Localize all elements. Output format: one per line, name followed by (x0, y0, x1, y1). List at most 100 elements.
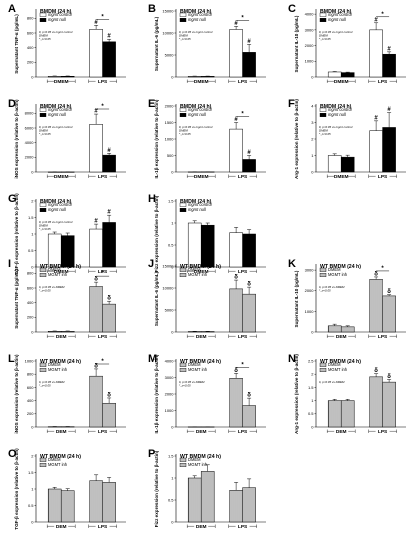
bar (369, 29, 383, 78)
y-tick-label: 2000 (305, 43, 315, 48)
significance-star: * (101, 271, 104, 277)
legend-entry: DMEM (188, 362, 201, 367)
group-label-bg (95, 78, 110, 84)
y-tick-label: 1 (31, 486, 34, 491)
group-label-bg (54, 428, 69, 434)
bar (47, 76, 62, 78)
bar-significance-mark: δ (387, 289, 391, 295)
y-tick-label: 0.5 (308, 411, 314, 416)
significance-note: DMEM (179, 34, 188, 38)
significance-note: *, p<0.05 (319, 289, 331, 293)
significance-note: #, p<0.05 vs mgmt control (39, 30, 73, 34)
x-group-label: LPS (98, 524, 108, 530)
bar (187, 477, 202, 523)
significance-note: δ, p<0.05 vs DMEM (319, 380, 345, 384)
group-label-bg (95, 428, 110, 434)
bar-significance-mark: # (374, 115, 378, 121)
legend-swatch (179, 457, 187, 462)
legend-entry: mgmt null (188, 17, 206, 22)
legend-swatch (319, 273, 327, 278)
group-label-bg (194, 523, 209, 529)
y-axis-label: iNOS expression (relative to β-actin) (14, 354, 19, 434)
y-tick-label: 0 (171, 329, 174, 334)
y-tick-label: 600 (27, 385, 34, 390)
legend-swatch (39, 273, 47, 278)
bar (229, 490, 243, 523)
bar-significance-mark: δ (107, 392, 111, 398)
significance-note: DMEM (179, 129, 188, 133)
x-group-label: LPS (378, 79, 388, 85)
bar-significance-mark: δ (374, 368, 378, 374)
x-group-label: DMEM (194, 269, 209, 275)
legend-swatch (319, 12, 327, 17)
y-tick-label: 1 (311, 398, 314, 403)
y-axis-label: Supernatant IL-6 (pg/mL) (154, 271, 159, 326)
y-tick-label: 4000 (165, 358, 175, 363)
y-tick-label: 1000 (25, 358, 35, 363)
bar-significance-mark: δ (247, 393, 251, 399)
y-axis-label: Fizz expression (relative to β-actin) (154, 450, 159, 527)
bar (382, 53, 396, 78)
group-label-bg (95, 333, 110, 339)
bar (229, 128, 243, 173)
panel-a: A BMDM (24 h) Supernatant TNF-α (pg/mL) 0 20… (8, 3, 126, 85)
group-label-bg (54, 173, 69, 179)
panel-label: B (148, 3, 156, 15)
y-tick-label: 200 (27, 315, 34, 320)
legend-entry: mgmt control (188, 202, 212, 207)
panel-label: C (288, 3, 296, 15)
panel-label: I (8, 258, 11, 270)
legend-swatch (319, 362, 327, 367)
panel-label: D (8, 98, 16, 110)
bar-significance-mark: # (387, 107, 391, 113)
bar (382, 127, 396, 173)
y-tick-label: 400 (27, 45, 34, 50)
significance-note: *, p<0.05 (39, 289, 51, 293)
panel-b: B BMDM (24 h) Supernatant IL-6 (pg/mL) 0 500… (148, 3, 266, 85)
bar-significance-mark: δ (94, 363, 98, 369)
group-label-bg (54, 523, 69, 529)
y-tick-label: 3 (311, 120, 314, 125)
y-tick-label: 2 (311, 372, 314, 377)
y-tick-label: 0 (311, 424, 314, 429)
panel-title: WT BMDM (24 h) (180, 454, 221, 460)
legend-swatch (179, 362, 187, 367)
group-label-bg (375, 173, 390, 179)
y-tick-label: 0 (171, 264, 174, 269)
y-tick-label: 0.5 (168, 242, 174, 247)
significance-note: *, p<0.05 (39, 37, 51, 41)
bar (60, 490, 75, 523)
y-tick-label: 400 (27, 398, 34, 403)
bar-significance-mark: δ (387, 374, 391, 380)
group-label-bg (194, 428, 209, 434)
bar (60, 76, 75, 78)
legend-entry: mgmt null (188, 207, 206, 212)
panel-label: N (288, 353, 296, 365)
y-tick-label: 0 (31, 264, 34, 269)
panel-title: WT BMDM (24 h) (40, 359, 81, 365)
y-tick-label: 800 (27, 16, 34, 21)
y-axis-label: Supernatant IL-6 (pg/mL) (154, 16, 159, 71)
legend-swatch (39, 362, 47, 367)
panel-p: P WT BMDM (24 h) Fizz expression (relative… (148, 448, 266, 530)
bar-significance-mark: # (107, 34, 111, 40)
significance-note: *, p<0.05 (319, 132, 331, 136)
bar (89, 375, 103, 428)
panel-title: WT BMDM (24 h) (180, 359, 221, 365)
significance-note: *, p<0.05 (39, 227, 51, 231)
x-group-label: LPS (238, 174, 248, 180)
y-axis-label: Supernatant IL-10 (pg/mL) (294, 15, 299, 72)
legend-entry: mgmt control (328, 12, 352, 17)
y-tick-label: 0 (31, 424, 34, 429)
bar (47, 233, 62, 268)
group-label-bg (194, 268, 209, 274)
legend-entry: MGMT inh (188, 272, 208, 277)
significance-note: DMEM (39, 34, 48, 38)
panel-title: WT BMDM (24 h) (40, 264, 81, 270)
significance-star: * (381, 12, 384, 18)
bar (340, 326, 355, 333)
legend-swatch (39, 112, 47, 117)
y-tick-label: 0.5 (28, 248, 34, 253)
panel-title: WT BMDM (24 h) (320, 359, 361, 365)
significance-note: *, p<0.05 (179, 37, 191, 41)
